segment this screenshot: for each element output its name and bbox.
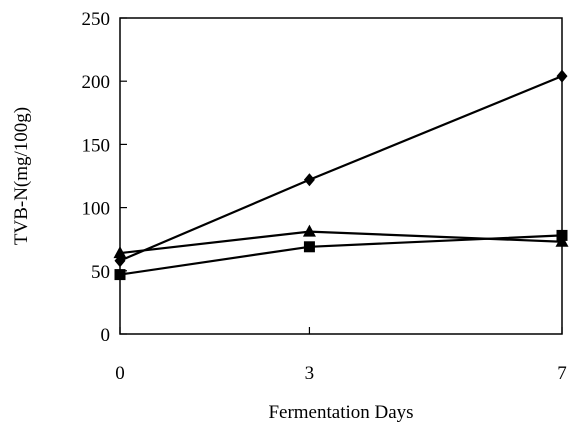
y-tick-label: 200: [82, 72, 111, 93]
x-tick-label: 7: [557, 363, 567, 384]
series-lines: [119, 75, 563, 276]
plot-frame: [119, 17, 563, 335]
x-tick-label: 0: [115, 363, 125, 384]
data-point-diamond: [114, 254, 126, 268]
x-axis-ticks: 0 3 7: [115, 327, 567, 384]
x-axis-title: Fermentation Days: [268, 402, 413, 423]
y-axis-ticks: 0 50 100 150 200 250: [82, 9, 127, 346]
data-point-diamond: [556, 69, 568, 83]
y-tick-label: 0: [101, 325, 111, 346]
data-point-square: [303, 241, 315, 253]
data-point-square: [114, 269, 126, 281]
series-triangle-line: [119, 230, 563, 255]
x-tick-label: 3: [305, 363, 315, 384]
y-axis-title: TVB-N(mg/100g): [11, 107, 32, 245]
y-tick-label: 150: [82, 135, 111, 156]
data-point-square: [556, 229, 568, 241]
y-tick-label: 250: [82, 9, 111, 30]
y-tick-label: 100: [82, 199, 111, 220]
data-point-triangle: [113, 246, 127, 259]
data-point-triangle: [302, 224, 316, 237]
y-tick-label: 50: [91, 262, 110, 283]
data-point-diamond: [303, 173, 315, 187]
series-markers: [113, 69, 569, 281]
series-square-line: [119, 234, 563, 276]
